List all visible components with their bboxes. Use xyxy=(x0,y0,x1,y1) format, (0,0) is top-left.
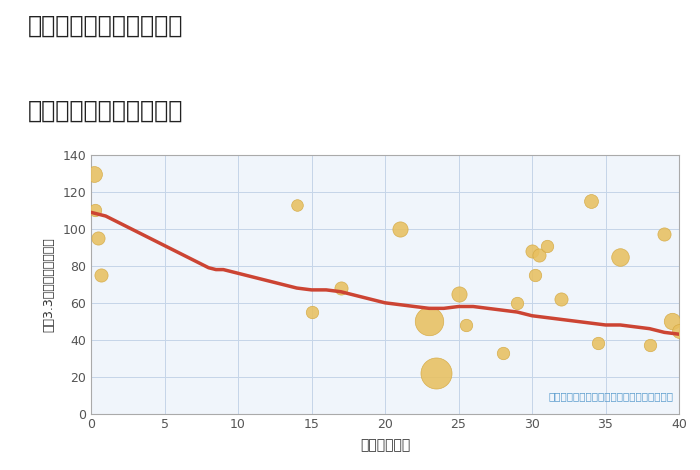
Point xyxy=(424,318,435,325)
Point xyxy=(529,271,540,279)
Point xyxy=(497,349,508,356)
Point xyxy=(88,170,99,177)
Point xyxy=(615,253,626,260)
Point xyxy=(96,271,107,279)
Point xyxy=(335,284,346,292)
Point xyxy=(92,235,104,242)
Point xyxy=(291,201,302,209)
Point xyxy=(593,340,604,347)
Point xyxy=(394,225,405,233)
Point xyxy=(512,299,523,306)
Point xyxy=(585,197,596,205)
Point xyxy=(431,369,442,377)
Y-axis label: 坪（3.3㎡）単価（万円）: 坪（3.3㎡）単価（万円） xyxy=(42,237,55,332)
Text: 奈良県奈良市小太郎町の: 奈良県奈良市小太郎町の xyxy=(28,14,183,38)
Point xyxy=(541,242,552,249)
X-axis label: 築年数（年）: 築年数（年） xyxy=(360,439,410,453)
Point xyxy=(659,231,670,238)
Point xyxy=(534,251,545,258)
Point xyxy=(666,318,678,325)
Point xyxy=(644,342,655,349)
Point xyxy=(461,321,472,329)
Text: 築年数別中古戸建て価格: 築年数別中古戸建て価格 xyxy=(28,99,183,123)
Point xyxy=(90,207,101,214)
Point xyxy=(526,247,538,255)
Text: 円の大きさは、取引のあった物件面積を示す: 円の大きさは、取引のあった物件面積を示す xyxy=(548,391,673,400)
Point xyxy=(556,295,567,303)
Point xyxy=(673,327,685,334)
Point xyxy=(306,308,317,316)
Point xyxy=(453,290,464,298)
